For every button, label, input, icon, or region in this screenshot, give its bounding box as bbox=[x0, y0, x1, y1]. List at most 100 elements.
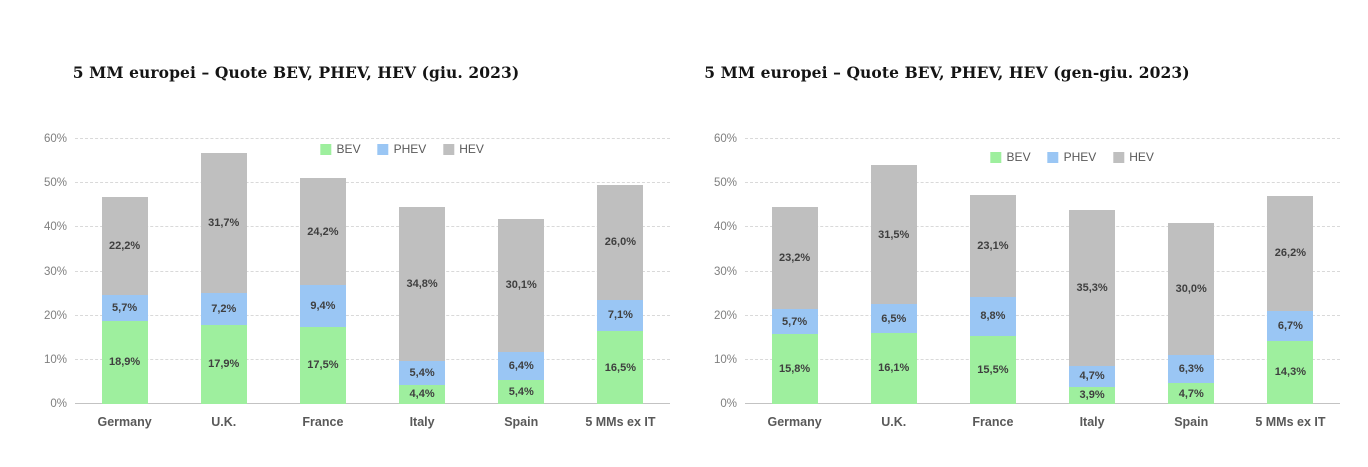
y-axis-tick-label: 50% bbox=[43, 177, 67, 190]
data-label-hev: 34,8% bbox=[406, 277, 438, 290]
bar-segment-bev bbox=[1168, 383, 1215, 404]
data-label-bev: 15,8% bbox=[778, 363, 811, 376]
gridline bbox=[745, 358, 1340, 360]
data-label-phev: 6,5% bbox=[881, 312, 907, 325]
y-axis-tick-label: 30% bbox=[713, 265, 737, 278]
y-axis-tick-label: 0% bbox=[50, 398, 67, 410]
plot-area: 0% 10% 20% 30% 40% 50% 60% 15,8% 5,7% 23,2% German… bbox=[714, 133, 1340, 429]
bar-segment-phev bbox=[1069, 366, 1116, 387]
gridline bbox=[745, 226, 1340, 228]
data-label-hev: 26,0% bbox=[604, 236, 637, 249]
bar-slot: 15,5% 8,8% 23,1% bbox=[943, 139, 1042, 404]
y-axis-tick-label: 40% bbox=[43, 221, 67, 234]
legend-label: PHEV bbox=[1063, 150, 1097, 164]
data-label-bev: 18,9% bbox=[108, 356, 141, 369]
bar-slot: 4,4% 5,4% 34,8% bbox=[373, 139, 472, 404]
gridline bbox=[745, 314, 1340, 316]
data-label-hev: 30,1% bbox=[505, 279, 537, 292]
data-label-phev: 7,1% bbox=[607, 309, 633, 322]
data-label-phev: 4,7% bbox=[1079, 370, 1105, 383]
legend-item-phev: PHEV bbox=[1047, 150, 1097, 164]
legend-item-hev: HEV bbox=[443, 142, 484, 156]
data-label-hev: 35,3% bbox=[1076, 282, 1108, 295]
bar-segment-phev bbox=[771, 309, 818, 335]
y-axis-tick-label: 60% bbox=[713, 133, 737, 145]
bar-segment-hev bbox=[771, 206, 818, 310]
bar-segment-hev bbox=[597, 184, 644, 300]
legend-label: PHEV bbox=[393, 142, 427, 156]
data-label-phev: 6,4% bbox=[508, 360, 534, 373]
bar-segment-bev bbox=[870, 332, 917, 404]
bar-segment-bev bbox=[399, 384, 446, 404]
bar-segment-phev bbox=[299, 285, 346, 327]
legend-label: BEV bbox=[1006, 150, 1031, 164]
bar-segment-hev bbox=[1069, 210, 1116, 367]
bar-segment-hev bbox=[1168, 222, 1215, 356]
legend-swatch-icon bbox=[990, 151, 1002, 163]
data-label-bev: 3,9% bbox=[1079, 389, 1105, 402]
x-axis-line bbox=[75, 403, 670, 404]
category-label: Germany bbox=[97, 415, 152, 429]
bar-slot: 5,4% 6,4% 30,1% bbox=[472, 139, 571, 404]
legend-swatch-icon bbox=[1047, 151, 1059, 163]
chart-title: 5 MM europei – Quote BEV, PHEV, HEV (gen… bbox=[704, 63, 1190, 82]
data-label-bev: 5,4% bbox=[508, 386, 534, 399]
y-axis-tick-label: 10% bbox=[43, 353, 67, 366]
category-label: Spain bbox=[1174, 415, 1209, 429]
gridline bbox=[75, 314, 670, 316]
data-label-hev: 26,2% bbox=[1274, 247, 1307, 260]
bar-segment-phev bbox=[1168, 355, 1215, 384]
bar-segment-phev bbox=[1267, 311, 1314, 341]
gridline bbox=[745, 270, 1340, 272]
data-label-phev: 9,4% bbox=[310, 299, 336, 312]
bar-slot: 4,7% 6,3% 30,0% bbox=[1142, 139, 1241, 404]
x-axis-line bbox=[745, 403, 1340, 404]
category-label: 5 MMs ex IT bbox=[585, 415, 656, 429]
bar-slot: 15,8% 5,7% 23,2% bbox=[745, 139, 844, 404]
data-label-phev: 5,7% bbox=[112, 301, 138, 314]
data-label-phev: 5,4% bbox=[409, 366, 435, 379]
legend-swatch-icon bbox=[377, 143, 389, 155]
bar-slot: 18,9% 5,7% 22,2% bbox=[75, 139, 174, 404]
bar-segment-hev bbox=[969, 194, 1016, 297]
gridline bbox=[75, 270, 670, 272]
chart-panel-gen-giu-2023: 5 MM europei – Quote BEV, PHEV, HEV (gen… bbox=[684, 0, 1368, 467]
category-label: 5 MMs ex IT bbox=[1255, 415, 1326, 429]
chart-panel-giu-2023: 5 MM europei – Quote BEV, PHEV, HEV (giu… bbox=[43, 63, 670, 429]
bar-segment-bev bbox=[969, 335, 1016, 404]
y-axis-tick-label: 50% bbox=[713, 177, 737, 190]
data-label-bev: 4,7% bbox=[1178, 387, 1204, 400]
bar-segment-bev bbox=[101, 320, 148, 404]
legend-item-bev: BEV bbox=[990, 150, 1031, 164]
bar-segment-bev bbox=[200, 324, 247, 404]
bar-segment-hev bbox=[299, 178, 346, 286]
y-axis-tick-label: 20% bbox=[43, 309, 67, 322]
gridline bbox=[745, 138, 1340, 139]
y-axis-tick-label: 0% bbox=[720, 398, 737, 410]
data-label-bev: 14,3% bbox=[1274, 366, 1307, 379]
y-axis-tick-label: 30% bbox=[43, 265, 67, 278]
data-label-bev: 17,5% bbox=[307, 359, 339, 372]
legend-item-bev: BEV bbox=[320, 142, 361, 156]
category-label: Germany bbox=[767, 415, 822, 429]
legend-label: HEV bbox=[1129, 150, 1154, 164]
category-label: U.K. bbox=[881, 415, 907, 429]
data-label-hev: 23,1% bbox=[977, 239, 1009, 252]
legend: BEV PHEV HEV bbox=[990, 150, 1154, 164]
category-label: Italy bbox=[1079, 415, 1105, 429]
y-axis-tick-label: 20% bbox=[713, 309, 737, 322]
category-label: France bbox=[302, 415, 344, 429]
legend-swatch-icon bbox=[320, 143, 332, 155]
data-label-phev: 5,7% bbox=[782, 315, 808, 328]
legend-swatch-icon bbox=[1113, 151, 1125, 163]
data-label-hev: 24,2% bbox=[307, 225, 339, 238]
bar-segment-phev bbox=[498, 351, 545, 381]
bar-segment-phev bbox=[399, 360, 446, 385]
legend-item-hev: HEV bbox=[1113, 150, 1154, 164]
gridline bbox=[75, 358, 670, 360]
bar-slot: 17,9% 7,2% 31,7% bbox=[174, 139, 273, 404]
data-label-bev: 16,1% bbox=[878, 362, 910, 375]
data-label-phev: 8,8% bbox=[980, 310, 1006, 323]
bar-slot: 17,5% 9,4% 24,2% bbox=[273, 139, 372, 404]
